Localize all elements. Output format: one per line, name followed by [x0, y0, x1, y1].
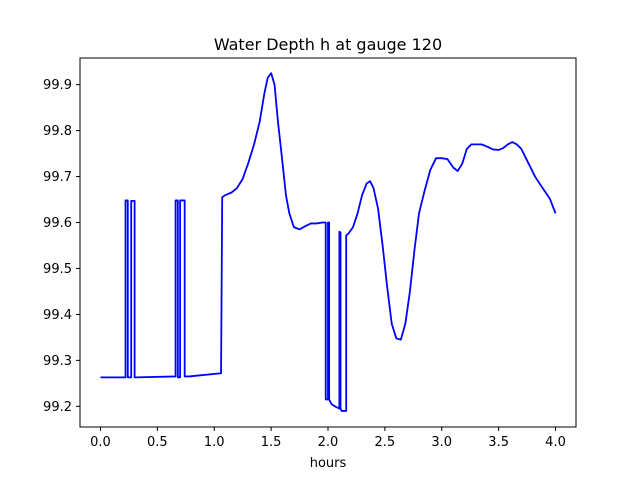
y-tick-label: 99.7: [43, 170, 72, 185]
x-tick-label: 0.0: [90, 435, 111, 450]
y-tick-label: 99.8: [43, 124, 72, 139]
x-tick-label: 3.0: [431, 435, 452, 450]
y-tick-label: 99.4: [43, 308, 72, 323]
x-tick-label: 2.5: [375, 435, 396, 450]
x-axis-ticks: 0.0 0.5 1.0 1.5 2.0 2.5 3.0 3.5 4.0: [90, 427, 566, 450]
x-tick-label: 0.5: [147, 435, 168, 450]
y-tick-label: 99.9: [43, 78, 72, 93]
x-tick-label: 2.0: [318, 435, 339, 450]
x-tick-label: 3.5: [488, 435, 509, 450]
y-tick-label: 99.5: [43, 262, 72, 277]
y-tick-label: 99.6: [43, 216, 72, 231]
series-layer: [100, 72, 557, 412]
y-tick-label: 99.2: [43, 400, 72, 415]
series-line-0: [100, 72, 557, 412]
x-axis-label: hours: [310, 456, 347, 471]
x-tick-label: 1.5: [261, 435, 282, 450]
y-axis-ticks: 99.2 99.3 99.4 99.5 99.6 99.7 99.8 99.9: [43, 78, 80, 415]
chart-title: Water Depth h at gauge 120: [214, 35, 442, 54]
x-tick-label: 4.0: [545, 435, 566, 450]
y-tick-label: 99.3: [43, 354, 72, 369]
x-tick-label: 1.0: [204, 435, 225, 450]
